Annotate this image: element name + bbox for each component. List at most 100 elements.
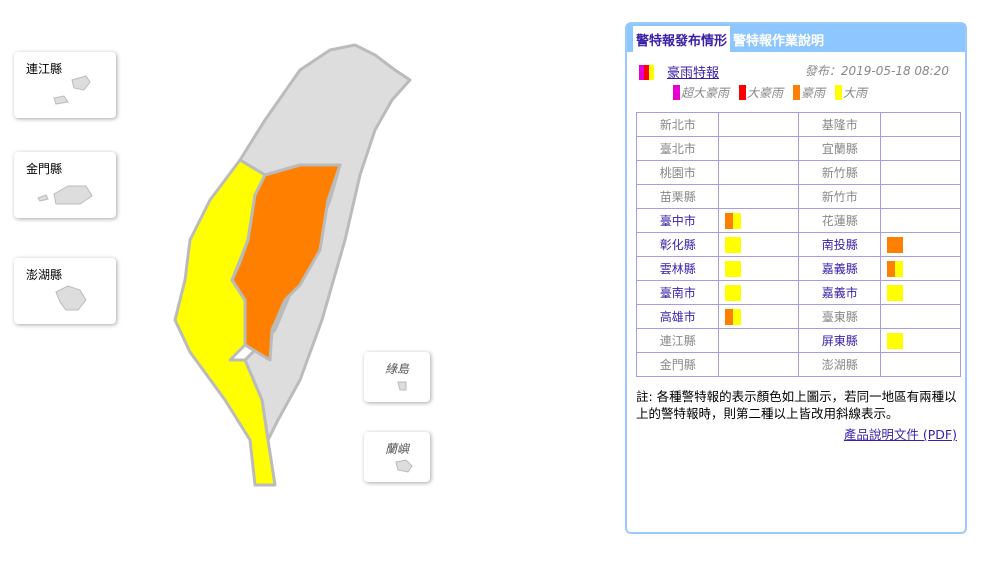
level-swatch bbox=[887, 284, 904, 301]
county-warning-level bbox=[880, 256, 961, 281]
county-warning-level bbox=[880, 112, 961, 137]
table-row: 臺北市 宜蘭縣 bbox=[635, 136, 961, 161]
county-name: 苗栗縣 bbox=[635, 184, 720, 209]
county-name: 金門縣 bbox=[635, 352, 720, 377]
county-warning-level bbox=[880, 328, 961, 353]
county-name: 花蓮縣 bbox=[797, 208, 882, 233]
county-name[interactable]: 高雄市 bbox=[635, 304, 720, 329]
warning-panel: 警特報發布情形 警特報作業說明 豪雨特報 發布：2019-05-18 08:20… bbox=[625, 22, 967, 534]
legend-label: 超大豪雨 bbox=[681, 86, 730, 100]
island-shape bbox=[395, 459, 413, 473]
level-swatch bbox=[733, 308, 742, 325]
county-warning-level bbox=[718, 136, 799, 161]
island-lienchiang[interactable]: 連江縣 bbox=[14, 52, 116, 118]
publish-time: 發布：2019-05-18 08:20 bbox=[804, 64, 949, 78]
note-text: 註: 各種警特報的表示顏色如上圖示，若同一地區有兩種以上的警特報時，則第二種以上… bbox=[636, 389, 957, 421]
table-row: 新北市 基隆市 bbox=[635, 112, 961, 137]
county-warning-level bbox=[718, 328, 799, 353]
county-name: 新竹市 bbox=[797, 184, 882, 209]
island-kinmen[interactable]: 金門縣 bbox=[14, 152, 116, 218]
island-label: 連江縣 bbox=[26, 62, 63, 76]
county-name[interactable]: 臺南市 bbox=[635, 280, 720, 305]
level-swatch bbox=[725, 260, 742, 277]
county-name: 桃園市 bbox=[635, 160, 720, 185]
county-warning-level bbox=[880, 232, 961, 257]
taiwan-map bbox=[173, 43, 412, 487]
island-label: 金門縣 bbox=[26, 162, 63, 176]
county-warning-level bbox=[880, 208, 961, 233]
county-name[interactable]: 南投縣 bbox=[797, 232, 882, 257]
tab-bar: 警特報發布情形 警特報作業說明 bbox=[627, 24, 965, 52]
table-row: 連江縣 屏東縣 bbox=[635, 328, 961, 353]
county-name: 新竹縣 bbox=[797, 160, 882, 185]
legend-item: 超大豪雨 bbox=[673, 84, 729, 101]
county-warning-level bbox=[880, 280, 961, 305]
county-name: 臺北市 bbox=[635, 136, 720, 161]
island-shape bbox=[53, 75, 91, 105]
county-warning-level bbox=[718, 256, 799, 281]
table-row: 雲林縣 嘉義縣 bbox=[635, 256, 961, 281]
county-name: 臺東縣 bbox=[797, 304, 882, 329]
county-warning-level bbox=[718, 160, 799, 185]
county-name[interactable]: 嘉義市 bbox=[797, 280, 882, 305]
county-warning-level bbox=[880, 184, 961, 209]
county-name[interactable]: 雲林縣 bbox=[635, 256, 720, 281]
table-row: 苗栗縣 新竹市 bbox=[635, 184, 961, 209]
county-name: 新北市 bbox=[635, 112, 720, 137]
tab-warning-status[interactable]: 警特報發布情形 bbox=[633, 26, 731, 52]
county-name[interactable]: 臺中市 bbox=[635, 208, 720, 233]
island-green-island[interactable]: 綠島 bbox=[364, 352, 430, 402]
island-label: 澎湖縣 bbox=[26, 268, 63, 282]
county-warning-level bbox=[718, 208, 799, 233]
level-swatch bbox=[887, 332, 904, 349]
county-warning-level bbox=[880, 136, 961, 161]
legend-swatch bbox=[739, 85, 747, 100]
county-name[interactable]: 嘉義縣 bbox=[797, 256, 882, 281]
island-shape bbox=[37, 185, 93, 205]
level-swatch bbox=[725, 308, 734, 325]
county-warning-level bbox=[880, 304, 961, 329]
legend-item: 豪雨 bbox=[793, 84, 825, 101]
county-warning-level bbox=[880, 160, 961, 185]
pdf-link[interactable]: 產品說明文件 (PDF) bbox=[843, 427, 957, 442]
county-name: 基隆市 bbox=[797, 112, 882, 137]
table-row: 金門縣 澎湖縣 bbox=[635, 352, 961, 377]
level-swatch bbox=[895, 260, 904, 277]
legend-swatch bbox=[835, 85, 843, 100]
county-name: 宜蘭縣 bbox=[797, 136, 882, 161]
legend-item: 大雨 bbox=[835, 84, 867, 101]
county-name[interactable]: 彰化縣 bbox=[635, 232, 720, 257]
warning-title-link[interactable]: 豪雨特報 bbox=[667, 66, 720, 81]
level-swatch bbox=[725, 284, 742, 301]
table-row: 彰化縣 南投縣 bbox=[635, 232, 961, 257]
table-row: 高雄市 臺東縣 bbox=[635, 304, 961, 329]
legend-label: 大豪雨 bbox=[747, 86, 784, 100]
table-row: 臺南市 嘉義市 bbox=[635, 280, 961, 305]
legend-swatch bbox=[793, 85, 801, 100]
region-torrential-rain[interactable] bbox=[230, 163, 342, 362]
island-shape bbox=[397, 381, 407, 391]
legend: 超大豪雨 大豪雨 豪雨 大雨 bbox=[673, 84, 867, 101]
county-name: 連江縣 bbox=[635, 328, 720, 353]
legend-item: 大豪雨 bbox=[739, 84, 783, 101]
county-warning-level bbox=[718, 280, 799, 305]
county-name: 澎湖縣 bbox=[797, 352, 882, 377]
county-name[interactable]: 屏東縣 bbox=[797, 328, 882, 353]
county-warning-level bbox=[718, 304, 799, 329]
island-orchid-island[interactable]: 蘭嶼 bbox=[364, 432, 430, 482]
warning-type-icon bbox=[639, 62, 654, 81]
county-warning-level bbox=[718, 184, 799, 209]
county-table: 新北市 基隆市 臺北市 宜蘭縣 桃園市 新竹縣 苗栗縣 新竹市 臺中市 花蓮縣 彰化縣 南投縣 雲林縣嘉… bbox=[635, 112, 961, 377]
table-row: 臺中市 花蓮縣 bbox=[635, 208, 961, 233]
county-warning-level bbox=[718, 352, 799, 377]
level-swatch bbox=[725, 236, 742, 253]
table-row: 桃園市 新竹縣 bbox=[635, 160, 961, 185]
island-penghu[interactable]: 澎湖縣 bbox=[14, 258, 116, 324]
county-warning-level bbox=[718, 232, 799, 257]
tab-warning-explanation[interactable]: 警特報作業說明 bbox=[733, 34, 825, 49]
level-swatch bbox=[887, 236, 904, 253]
legend-label: 豪雨 bbox=[801, 86, 826, 100]
county-warning-level bbox=[880, 352, 961, 377]
legend-swatch bbox=[673, 85, 680, 100]
level-swatch bbox=[733, 212, 742, 229]
